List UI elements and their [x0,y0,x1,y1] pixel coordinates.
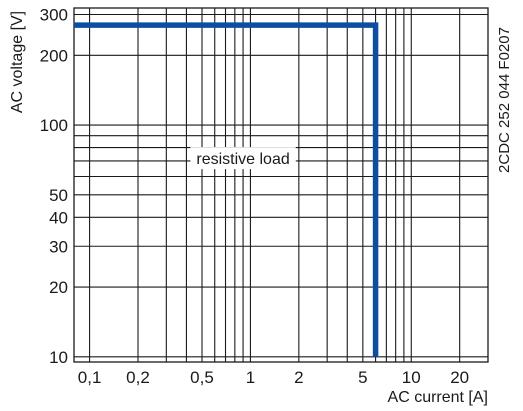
annotation-layer: resistive load [190,147,296,170]
x-tick-labels: 0,1 0,2 0,5 1 2 5 10 20 [78,368,469,387]
x-tick-label: 0,1 [78,368,102,387]
y-tick-label: 20 [49,278,68,297]
x-tick-label: 0,2 [126,368,150,387]
document-reference: 2CDC 252 044 F0207 [496,27,513,173]
y-axis-label: AC voltage [V] [9,11,26,113]
x-tick-label: 2 [294,368,303,387]
x-axis-label: AC current [A] [388,389,488,406]
annotation-background [190,147,296,170]
x-tick-label: 0,5 [190,368,214,387]
y-tick-label: 10 [49,348,68,367]
y-tick-label: 200 [40,46,68,65]
y-tick-label: 30 [49,237,68,256]
x-tick-label: 1 [246,368,255,387]
x-tick-label: 5 [358,368,367,387]
y-tick-label: 40 [49,208,68,227]
series-line [74,22,379,357]
x-tick-label: 10 [402,368,421,387]
y-tick-label: 300 [40,5,68,24]
y-tick-labels: 10 20 30 40 50 100 200 300 [40,5,68,366]
x-tick-label: 20 [450,368,469,387]
series-layer [74,22,379,357]
y-tick-label: 50 [49,186,68,205]
plot-frame [73,7,489,363]
annotation-label: resistive load [196,151,289,168]
y-tick-label: 100 [40,116,68,135]
grid [74,8,488,362]
